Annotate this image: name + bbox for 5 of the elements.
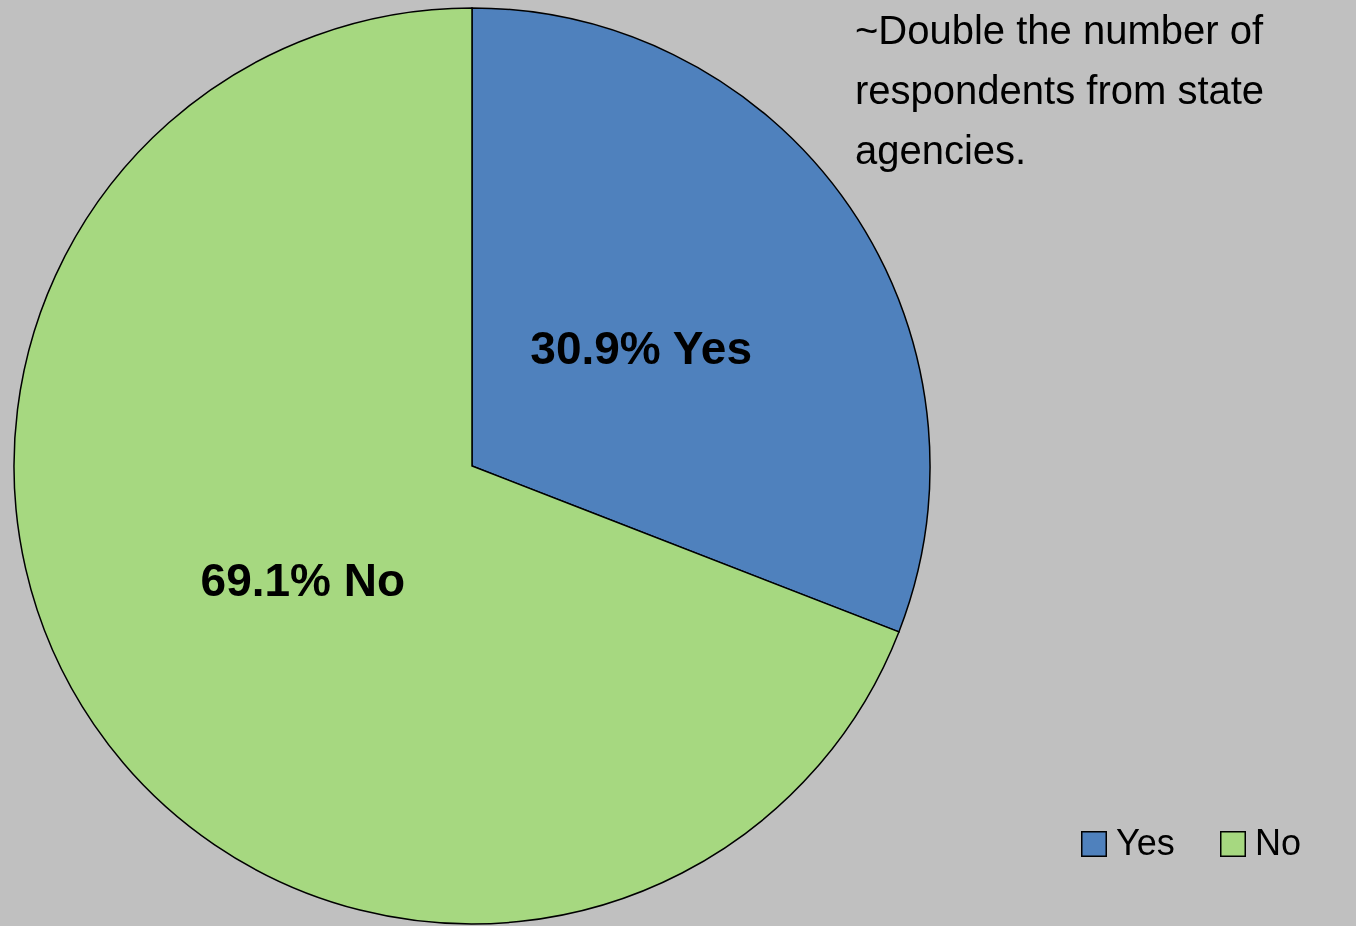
data-label: 30.9% Yes [530, 322, 753, 375]
legend-label: No [1255, 822, 1302, 863]
legend-label: Yes [1116, 822, 1175, 863]
data-label: 69.1% No [200, 553, 406, 606]
text: ~Double the number of respondents from state agencies. [855, 8, 1265, 172]
